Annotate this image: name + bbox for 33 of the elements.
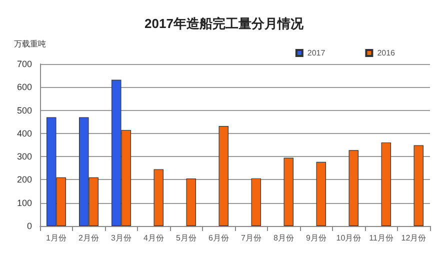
x-tick-label: 2月份 (78, 234, 99, 242)
bar (316, 162, 326, 226)
bar (414, 145, 424, 226)
x-tick-label: 10月份 (336, 234, 362, 242)
bar (251, 178, 261, 226)
x-tick-label: 3月份 (111, 234, 132, 242)
y-axis-title: 万载重吨 (14, 40, 46, 48)
y-tick-label: 400 (16, 128, 32, 138)
y-tick-label: 200 (16, 174, 32, 185)
x-tick-label: 5月份 (176, 234, 196, 242)
y-tick-label: 100 (16, 198, 32, 208)
x-tick-label: 6月份 (208, 234, 229, 242)
y-tick-label: 700 (16, 59, 32, 69)
bar (348, 150, 358, 226)
x-tick-label: 1月份 (46, 234, 66, 242)
bar (218, 126, 228, 226)
y-tick-label: 300 (16, 152, 32, 162)
legend-label: 2016 (377, 48, 396, 58)
x-tick-label: 8月份 (274, 234, 294, 242)
chart-title: 2017年造船完工量分月情况 (144, 16, 304, 31)
bar (381, 142, 391, 226)
x-tick-label: 11月份 (369, 234, 394, 242)
y-tick-label: 500 (16, 105, 32, 116)
bar (186, 178, 196, 226)
x-tick-label: 4月份 (144, 234, 164, 242)
y-tick-label: 600 (16, 82, 32, 92)
bar (284, 158, 294, 226)
x-tick-label: 7月份 (241, 234, 262, 242)
x-tick-label: 12月份 (401, 234, 426, 242)
y-tick-label: 0 (26, 221, 32, 231)
x-tick-label: 9月份 (306, 234, 326, 242)
legend-label: 2017 (307, 48, 326, 58)
bar (154, 169, 164, 226)
